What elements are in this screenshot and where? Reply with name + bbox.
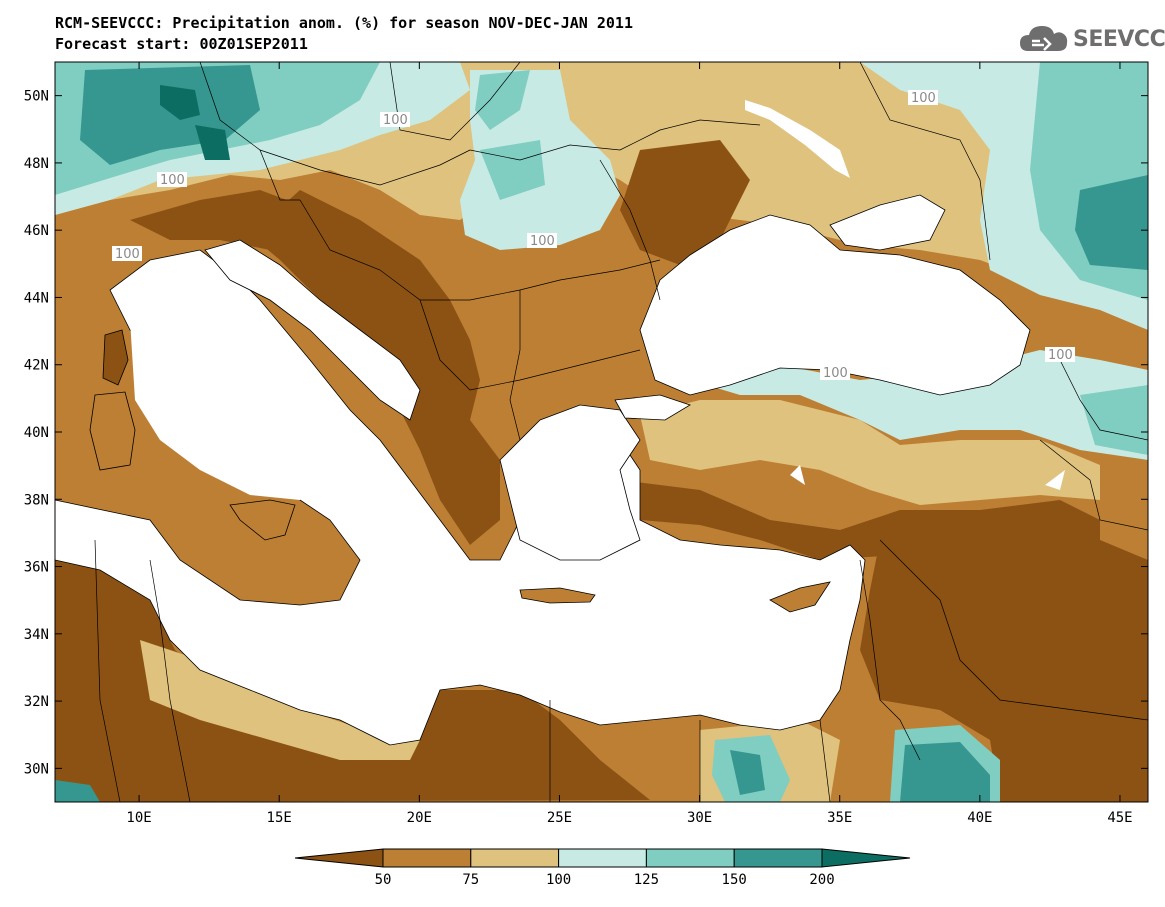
- cyprus-island: [769, 581, 831, 613]
- lat-tick-label: 38N: [24, 492, 49, 508]
- anomaly-wet-redsea-strong: [730, 750, 765, 795]
- aegean-sea: [499, 404, 641, 561]
- colorbar-label: 200: [809, 872, 834, 888]
- lon-tick-label: 45E: [1107, 810, 1132, 826]
- seevccc-logo: SEEVCCC: [1018, 22, 1165, 56]
- contour-label-text: 100: [115, 247, 140, 262]
- anomaly-125-150-central: [475, 70, 530, 130]
- colorbar-box: [733, 848, 823, 868]
- anomaly-below-50-middle-east: [860, 530, 1148, 802]
- cloud-logo-icon: [1020, 26, 1068, 51]
- colorbar-label: 100: [546, 872, 571, 888]
- colorbar-label: 125: [634, 872, 659, 888]
- black-sea: [639, 214, 1031, 396]
- lat-tick-label: 42N: [24, 358, 49, 374]
- anomaly-below-50-alps: [130, 190, 310, 250]
- contour-label-text: 100: [530, 234, 555, 249]
- lon-tick-label: 35E: [827, 810, 852, 826]
- colorbar-label: 150: [722, 872, 747, 888]
- longitude-ticks: 10E 15E 20E 25E 30E 35E 40E 45E: [126, 62, 1133, 826]
- tyrrhenian-sea: [130, 300, 330, 500]
- contour-label-7: 100: [820, 365, 850, 381]
- contour-label-text: 100: [911, 91, 936, 106]
- white-patch-turkey: [790, 465, 805, 485]
- white-patch-van: [1045, 470, 1065, 490]
- contour-label-text: 100: [160, 173, 185, 188]
- forecast-start: Forecast start: 00Z01SEP2011: [55, 35, 308, 53]
- white-patch-dnieper: [745, 100, 850, 178]
- lon-tick-label: 40E: [967, 810, 992, 826]
- lon-tick-label: 10E: [126, 810, 151, 826]
- colorbar-label: 50: [375, 872, 392, 888]
- lat-tick-label: 44N: [24, 290, 49, 306]
- colorbar-box: [558, 848, 647, 868]
- anomaly-200-northwest-2: [195, 125, 230, 160]
- lat-tick-label: 32N: [24, 694, 49, 710]
- contour-label-1: 100: [380, 112, 410, 128]
- lon-tick-label: 25E: [547, 810, 572, 826]
- colorbar-extend-low: [294, 848, 384, 868]
- anomaly-150-200-east: [1075, 175, 1148, 270]
- anomaly-wet-africa-corner: [55, 780, 100, 802]
- country-borders: [94, 62, 1148, 802]
- lat-tick-label: 40N: [24, 425, 49, 441]
- contour-label-text: 100: [1048, 348, 1073, 363]
- lat-tick-label: 50N: [24, 89, 49, 105]
- anomaly-200-northwest: [160, 85, 200, 120]
- map-field: 100 100 100 100 100 100 100: [55, 62, 1148, 802]
- lon-tick-label: 20E: [407, 810, 432, 826]
- contour-label-3: 100: [157, 172, 187, 188]
- anomaly-below-50-north-africa: [55, 540, 650, 802]
- anomaly-below-50-romania: [620, 140, 750, 265]
- colorbar: 50 75 100 125 150 200: [294, 848, 911, 888]
- sardinia-island: [89, 391, 136, 471]
- lon-tick-label: 30E: [687, 810, 712, 826]
- anomaly-below-50-turkey: [620, 480, 1100, 560]
- corsica-island: [102, 329, 129, 386]
- adriatic-sea: [204, 239, 421, 421]
- map-title: RCM-SEEVCCC: Precipitation anom. (%) for…: [55, 14, 633, 32]
- sicily-island: [229, 499, 296, 541]
- colorbar-extend-high: [821, 848, 911, 868]
- colorbar-box: [470, 848, 560, 868]
- lat-tick-label: 36N: [24, 560, 49, 576]
- lat-tick-label: 48N: [24, 156, 49, 172]
- colorbar-box: [382, 848, 472, 868]
- marmara-sea: [614, 394, 691, 421]
- crete-island: [519, 587, 596, 604]
- contour-label-4: 100: [527, 233, 557, 249]
- anomaly-wet-arabia-strong: [900, 742, 990, 802]
- lat-tick-label: 46N: [24, 223, 49, 239]
- latitude-ticks: 50N 48N 46N 44N 42N 40N 38N 36N 34N 32N 30N: [24, 89, 1148, 777]
- colorbar-box: [645, 848, 735, 868]
- contour-label-text: 100: [383, 113, 408, 128]
- lon-tick-label: 15E: [267, 810, 292, 826]
- logo-text: SEEVCCC: [1073, 26, 1165, 52]
- azov-sea: [829, 194, 946, 251]
- anomaly-125-150-caucasus: [1080, 385, 1148, 455]
- lat-tick-label: 30N: [24, 761, 49, 777]
- contour-label-text: 100: [823, 366, 848, 381]
- colorbar-label: 75: [462, 872, 479, 888]
- anomaly-100-125-turkey-coast: [690, 350, 1148, 460]
- anomaly-75-100-turkey: [640, 400, 1100, 505]
- contour-labels: 100 100 100 100 100 100 100: [112, 90, 1075, 381]
- lat-tick-label: 34N: [24, 627, 49, 643]
- contour-label-6: 100: [1045, 347, 1075, 363]
- contour-label-2: 100: [908, 90, 938, 106]
- contour-label-5: 100: [112, 246, 142, 262]
